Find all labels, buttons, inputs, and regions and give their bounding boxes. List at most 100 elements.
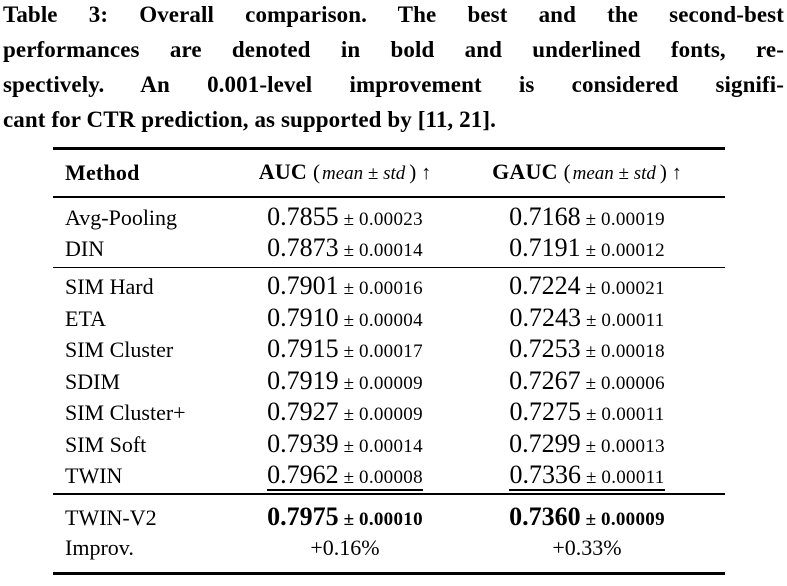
method-cell: DIN — [65, 236, 105, 261]
method-cell: Improv. — [65, 535, 134, 560]
close-paren: ) — [659, 159, 667, 184]
auc-value-cell: 0.7919 ±0.00009 — [241, 365, 449, 401]
gauc-value-group: 0.7267 ±0.00006 — [509, 366, 665, 395]
std-value: 0.00021 — [601, 278, 665, 299]
std-value: 0.00010 — [359, 508, 423, 530]
gauc-value-cell: 0.7243 ±0.00011 — [449, 302, 725, 338]
mean-value: 0.7939 — [267, 428, 339, 458]
table-row: SIM Soft 0.7939 ±0.00014 0.7299 ±0.00013 — [53, 428, 725, 460]
gauc-value-cell: 0.7168 ±0.00019 — [449, 201, 725, 237]
plus-minus-sign: ± — [343, 208, 355, 230]
std-value: 0.00009 — [359, 372, 423, 394]
mean-value: 0.7975 — [267, 501, 339, 531]
table-section-ours: TWIN-V2 0.7975 ±0.00010 0.7360 ±0.00009 Impro… — [53, 495, 725, 572]
mean-value: 0.7927 — [267, 397, 339, 426]
caption-line-2: performances are denoted in bold and und… — [3, 37, 784, 62]
auc-value-cell: 0.7901 ±0.00016 — [241, 270, 449, 306]
header-gauc-detail: mean ± std — [572, 162, 656, 184]
plus-minus-sign: ± — [343, 435, 355, 457]
std-value: 0.00006 — [601, 372, 665, 394]
method-cell: TWIN-V2 — [65, 504, 157, 530]
gauc-value-cell: 0.7267 ±0.00006 — [449, 365, 725, 401]
gauc-value-group: 0.7360 ±0.00009 — [509, 502, 665, 531]
table-row: SDIM 0.7919 ±0.00009 0.7267 ±0.00006 — [53, 365, 725, 397]
method-cell: SIM Cluster+ — [65, 400, 186, 425]
std-value: 0.00011 — [601, 467, 665, 488]
gauc-value-group: 0.7168 ±0.00019 — [509, 202, 665, 231]
std-value: 0.00009 — [359, 404, 423, 425]
plus-minus-sign: ± — [585, 372, 597, 394]
mean-value: 0.7191 — [509, 233, 581, 262]
gauc-improvement-value: +0.33% — [552, 535, 622, 560]
table-row: TWIN 0.7962 ±0.00008 0.7336 ±0.00011 — [53, 459, 725, 491]
auc-value-cell: 0.7910 ±0.00004 — [241, 302, 449, 338]
caption-line-1: Table 3: Overall comparison. The best an… — [3, 2, 784, 27]
auc-value-group: 0.7910 ±0.00004 — [267, 303, 423, 332]
section-rule-2 — [53, 492, 725, 495]
auc-value-cell: 0.7939 ±0.00014 — [241, 428, 449, 464]
caption-line-4: cant for CTR prediction, as supported by… — [3, 107, 496, 132]
gauc-value-group: 0.7336 ±0.00011 — [509, 460, 665, 491]
auc-improvement-value: +0.16% — [310, 535, 380, 560]
plus-minus-sign: ± — [343, 341, 355, 362]
method-cell: Avg-Pooling — [65, 204, 178, 230]
gauc-value-group: 0.7224 ±0.00021 — [509, 271, 665, 300]
plus-minus-sign: ± — [343, 404, 355, 425]
header-method: Method — [65, 160, 140, 185]
header-gauc: GAUC(mean ± std) ↑ — [449, 149, 725, 198]
table-row: Avg-Pooling 0.7855 ±0.00023 0.7168 ±0.00019 — [53, 201, 725, 233]
auc-value-cell: 0.7873 ±0.00014 — [241, 232, 449, 268]
auc-value-group: 0.7873 ±0.00014 — [267, 233, 423, 262]
table-row: SIM Cluster+ 0.7927 ±0.00009 0.7275 ±0.00011 — [53, 396, 725, 428]
comparison-table: Method AUC(mean ± std) ↑ GAUC(mean ± std)… — [53, 147, 725, 575]
std-value: 0.00023 — [359, 208, 423, 230]
plus-minus-sign: ± — [585, 309, 597, 331]
auc-value-group: 0.7919 ±0.00009 — [267, 366, 423, 395]
method-cell: SIM Hard — [65, 274, 154, 299]
plus-minus-sign: ± — [343, 309, 355, 331]
plus-minus-sign: ± — [343, 240, 355, 261]
std-value: 0.00008 — [359, 467, 423, 488]
auc-value-cell: 0.7927 ±0.00009 — [241, 396, 449, 432]
auc-value-group: 0.7855 ±0.00023 — [267, 202, 423, 231]
plus-minus-sign: ± — [585, 208, 597, 230]
open-paren: ( — [563, 159, 571, 184]
header-auc: AUC(mean ± std) ↑ — [241, 149, 449, 198]
up-arrow-icon: ↑ — [671, 161, 682, 184]
gauc-value-cell: 0.7299 ±0.00013 — [449, 428, 725, 464]
mean-value: 0.7267 — [509, 365, 581, 395]
mean-value: 0.7275 — [509, 397, 581, 426]
std-value: 0.00017 — [359, 341, 423, 362]
table-row: DIN 0.7873 ±0.00014 0.7191 ±0.00012 — [53, 232, 725, 264]
gauc-value-group: 0.7299 ±0.00013 — [509, 429, 665, 458]
table-top-rule — [53, 147, 725, 150]
table-row: SIM Cluster 0.7915 ±0.00017 0.7253 ±0.00018 — [53, 333, 725, 365]
method-cell: SIM Cluster — [65, 337, 174, 362]
method-cell: SDIM — [65, 368, 121, 394]
table-header-row: Method AUC(mean ± std) ↑ GAUC(mean ± std)… — [53, 150, 725, 196]
plus-minus-sign: ± — [585, 278, 597, 299]
auc-value-group: 0.7962 ±0.00008 — [267, 460, 423, 491]
auc-value-group: 0.7927 ±0.00009 — [267, 397, 423, 426]
mean-value: 0.7910 — [267, 302, 339, 332]
table-row: ETA 0.7910 ±0.00004 0.7243 ±0.00011 — [53, 302, 725, 334]
std-value: 0.00011 — [601, 309, 665, 331]
mean-value: 0.7299 — [509, 428, 581, 458]
gauc-value-cell: +0.33% — [449, 532, 725, 567]
header-gauc-name: GAUC — [492, 158, 558, 184]
auc-value-cell: 0.7975 ±0.00010 — [241, 501, 449, 537]
std-value: 0.00019 — [601, 208, 665, 230]
gauc-value-group: 0.7253 ±0.00018 — [509, 334, 665, 363]
plus-minus-sign: ± — [343, 278, 355, 299]
header-auc-detail: mean ± std — [322, 162, 406, 184]
std-value: 0.00014 — [359, 240, 423, 261]
std-value: 0.00009 — [601, 508, 665, 530]
mean-value: 0.7855 — [267, 201, 339, 231]
table-caption: Table 3: Overall comparison. The best an… — [3, 0, 784, 137]
gauc-value-group: 0.7191 ±0.00012 — [509, 233, 665, 262]
mean-value: 0.7901 — [267, 271, 339, 300]
auc-value-cell: 0.7855 ±0.00023 — [241, 201, 449, 237]
std-value: 0.00004 — [359, 309, 423, 331]
gauc-value-cell: 0.7360 ±0.00009 — [449, 501, 725, 537]
mean-value: 0.7224 — [509, 271, 581, 300]
